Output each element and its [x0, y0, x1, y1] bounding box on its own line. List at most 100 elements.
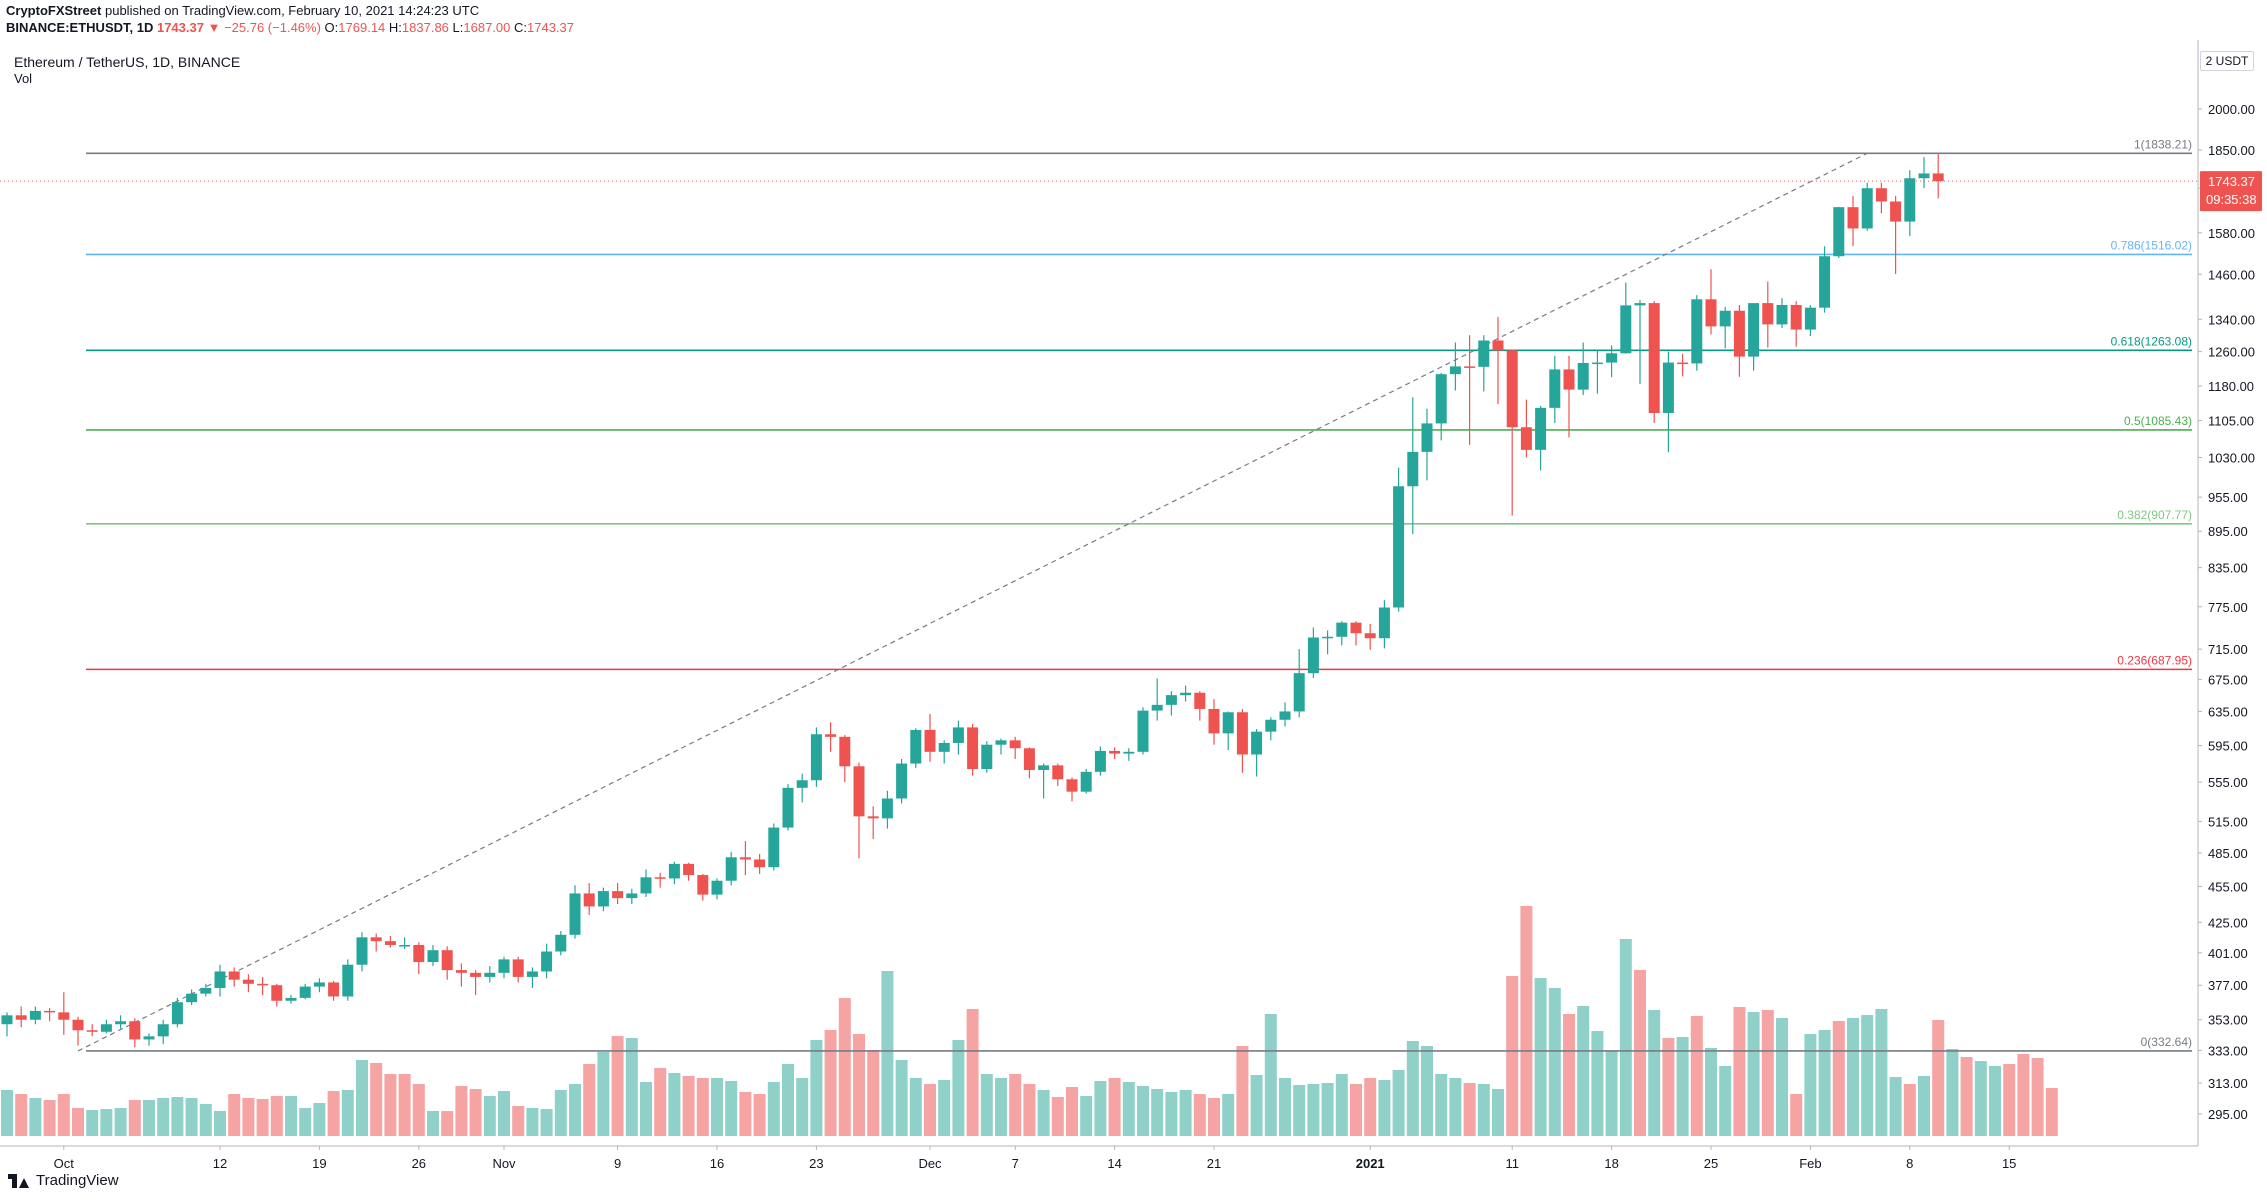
candle-body [1009, 740, 1021, 749]
volume-bar [583, 1064, 596, 1136]
volume-bar [242, 1098, 255, 1136]
volume-bar [1563, 1014, 1575, 1136]
volume-bar [696, 1078, 709, 1136]
candle-body [1080, 771, 1092, 792]
candle-body [1449, 366, 1461, 375]
time-tick-label: 25 [1704, 1156, 1718, 1171]
symbol-label: BINANCE:ETHUSDT, 1D [6, 20, 154, 35]
candle-body [1591, 362, 1603, 365]
time-tick-label: 8 [1906, 1156, 1913, 1171]
candle-body [1577, 362, 1589, 390]
volume-bar [1364, 1078, 1377, 1136]
volume-bar [2017, 1054, 2030, 1136]
price-tick-label: 485.00 [2208, 846, 2248, 861]
volume-bar [1804, 1034, 1817, 1136]
candle-body [115, 1021, 127, 1025]
candle-body [228, 971, 240, 980]
candle-body [1506, 350, 1518, 428]
candle-body [1549, 369, 1561, 408]
time-tick-label: 21 [1207, 1156, 1221, 1171]
volume-bar [1832, 1021, 1845, 1136]
price-tick-label: 1580.00 [2208, 226, 2255, 241]
volume-bar [1492, 1089, 1504, 1136]
candle-body [1194, 692, 1206, 709]
volume-bar [1080, 1096, 1093, 1136]
price-tick-label: 333.00 [2208, 1043, 2248, 1058]
volume-bar [1903, 1084, 1916, 1136]
volume-bar [1421, 1046, 1433, 1136]
time-tick-label: Dec [918, 1156, 942, 1171]
candle-body [15, 1015, 27, 1020]
candle-body [313, 982, 325, 987]
volume-bar [1193, 1094, 1206, 1136]
candle-body [1677, 362, 1689, 365]
candle-body [1336, 622, 1348, 637]
volume-bar [1861, 1015, 1874, 1136]
volume-bar [554, 1090, 567, 1136]
candle-body [342, 964, 354, 997]
fib-level-label: 0.786(1516.02) [2111, 238, 2192, 252]
candle-body [271, 985, 283, 1001]
volume-bar [341, 1090, 354, 1136]
candle-body [285, 997, 297, 1001]
volume-bar [625, 1038, 638, 1136]
candle-body [1804, 307, 1816, 330]
volume-bar [1094, 1081, 1107, 1136]
volume-bar [1818, 1030, 1831, 1136]
candle-body [1023, 748, 1035, 770]
volume-bar [1719, 1066, 1732, 1136]
volume-bar [1321, 1083, 1334, 1136]
price-tag-value: 1743.37 [2208, 174, 2255, 189]
volume-bar [1875, 1009, 1888, 1136]
candle-body [1364, 633, 1376, 639]
candle-body [640, 877, 652, 894]
publisher-name: CryptoFXStreet [6, 3, 102, 18]
time-tick-label: 11 [1505, 1156, 1519, 1171]
volume-bar [1108, 1078, 1121, 1136]
volume-bar [1122, 1082, 1135, 1136]
volume-bar [1250, 1075, 1263, 1136]
candle-body [967, 727, 979, 770]
volume-bar [881, 971, 894, 1136]
candle-body [512, 959, 524, 977]
candle-body [399, 945, 411, 947]
price-tick-label: 555.00 [2208, 775, 2248, 790]
price-tick-label: 425.00 [2208, 915, 2248, 930]
volume-bar [1037, 1090, 1050, 1136]
tradingview-logo[interactable]: TradingView [8, 1172, 119, 1189]
candle-body [356, 937, 368, 965]
candle-body [1251, 731, 1263, 755]
fib-level-label: 1(1838.21) [2134, 137, 2192, 151]
volume-bar [1847, 1018, 1859, 1136]
candle-body [129, 1021, 141, 1040]
volume-bar [1477, 1084, 1490, 1136]
close-value: 1743.37 [527, 20, 574, 35]
volume-bar [1151, 1089, 1164, 1136]
candle-body [1691, 299, 1703, 364]
volume-bar [100, 1109, 113, 1136]
volume-bar [427, 1111, 439, 1136]
volume-bar [1165, 1092, 1178, 1136]
candle-body [1393, 486, 1405, 608]
candle-body [1222, 712, 1234, 734]
volume-bar [1023, 1084, 1036, 1136]
candle-body [569, 893, 581, 935]
volume-bar [455, 1086, 468, 1136]
candle-body [1109, 750, 1121, 754]
candle-body [1762, 303, 1774, 325]
price-tag-box [2200, 171, 2262, 212]
candle-body [782, 787, 794, 828]
candle-body [470, 972, 482, 977]
volume-bar [1335, 1074, 1348, 1136]
candle-body [1066, 779, 1078, 792]
candle-body [1478, 340, 1490, 367]
price-tag-countdown: 09:35:38 [2206, 192, 2257, 207]
volume-bar [1548, 988, 1561, 1136]
candle-body [1378, 607, 1390, 639]
candle-body [1733, 310, 1745, 357]
price-tick-label: 353.00 [2208, 1013, 2248, 1028]
brand-name: TradingView [36, 1172, 119, 1189]
currency-button[interactable]: 2 USDT [2200, 51, 2254, 71]
candle-body [427, 950, 439, 963]
